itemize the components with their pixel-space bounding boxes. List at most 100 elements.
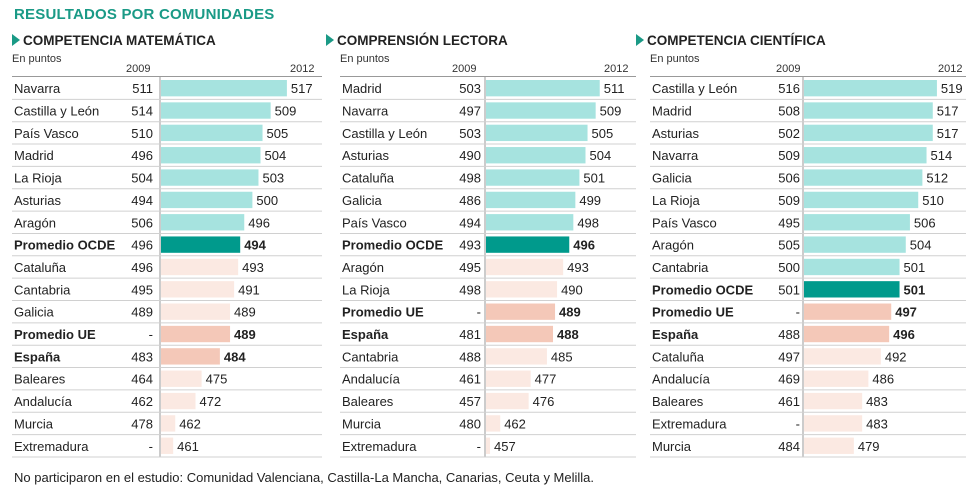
category-label: La Rioja [342, 282, 390, 297]
value-2009-label: 480 [459, 416, 481, 431]
category-label: Cantabria [342, 349, 399, 364]
value-2012-label: 517 [937, 104, 959, 119]
category-label: Andalucía [14, 394, 73, 409]
year-2009-label: 2009 [126, 63, 151, 75]
panel-cientifica: COMPETENCIA CIENTÍFICA En puntos 2009 20… [636, 33, 966, 463]
value-2012-label: 509 [275, 104, 297, 119]
value-2012-label: 517 [937, 126, 959, 141]
value-2012-label: 498 [577, 215, 599, 230]
value-2012-label: 504 [590, 148, 612, 163]
value-2012-label: 511 [604, 81, 625, 96]
value-2009-label: - [477, 439, 481, 454]
year-2012-label: 2012 [938, 63, 963, 75]
bar-2012 [161, 437, 174, 454]
bar-2012 [161, 415, 176, 432]
category-label: País Vasco [342, 215, 407, 230]
category-label: Murcia [652, 439, 692, 454]
bar-2012 [161, 102, 271, 119]
header-rule [340, 76, 636, 77]
units-label: En puntos [340, 53, 390, 65]
category-label: Cantabria [14, 282, 71, 297]
value-2009-label: - [796, 416, 800, 431]
value-2009-label: 486 [459, 193, 481, 208]
category-label: Castilla y León [342, 126, 427, 141]
category-label: Navarra [342, 104, 389, 119]
value-2009-label: 500 [778, 260, 800, 275]
value-2012-label: 514 [931, 148, 953, 163]
value-2009-label: 503 [459, 126, 481, 141]
category-label: Baleares [14, 372, 66, 387]
bar-2012 [486, 124, 588, 142]
value-2009-label: 504 [131, 171, 153, 186]
category-label: Galicia [652, 171, 693, 186]
panel-title-text: COMPETENCIA CIENTÍFICA [647, 33, 826, 48]
value-2009-label: 483 [131, 349, 153, 364]
value-2009-label: 461 [778, 394, 800, 409]
value-2009-label: 511 [132, 81, 153, 96]
category-label: Extremadura [14, 439, 89, 454]
value-2012-label: 493 [567, 260, 589, 275]
bar-2012 [804, 281, 900, 298]
value-2009-label: 495 [459, 260, 481, 275]
bar-2012 [486, 370, 531, 387]
value-2012-label: 506 [914, 215, 936, 230]
value-2012-label: 462 [179, 416, 201, 431]
category-label: Castilla y León [652, 81, 737, 96]
value-2009-label: 509 [778, 193, 800, 208]
panel-title-text: COMPRENSIÓN LECTORA [337, 33, 508, 48]
value-2009-label: 462 [131, 394, 153, 409]
value-2009-label: - [796, 305, 800, 320]
value-2009-label: 478 [131, 416, 153, 431]
value-2012-label: 483 [866, 394, 888, 409]
header-rule [650, 76, 966, 77]
bar-2012 [804, 147, 927, 164]
bar-2012 [804, 303, 892, 320]
bar-2012 [486, 258, 564, 276]
year-2009-label: 2009 [776, 63, 801, 75]
bar-2012 [161, 236, 241, 253]
value-2012-label: 490 [561, 282, 583, 297]
bar-chart-cientifica: Castilla y León 516 519 Madrid 508 517 Asturia… [650, 77, 966, 458]
year-2012-label: 2012 [604, 63, 629, 75]
value-2009-label: 488 [459, 349, 481, 364]
value-2009-label: 457 [459, 394, 481, 409]
footer-note: No participaron en el estudio: Comunidad… [14, 470, 595, 485]
category-label: Navarra [652, 148, 699, 163]
panel-title: COMPRENSIÓN LECTORA [326, 33, 508, 48]
category-label: Asturias [652, 126, 699, 141]
category-label: Promedio UE [14, 327, 96, 342]
value-2009-label: 494 [459, 215, 481, 230]
bar-2012 [161, 169, 259, 186]
category-label: Navarra [14, 81, 61, 96]
value-2009-label: 469 [778, 372, 800, 387]
bar-2012 [486, 281, 558, 298]
bar-2012 [486, 80, 600, 97]
bar-2012 [486, 437, 491, 454]
value-2009-label: 493 [459, 238, 481, 253]
value-2012-label: 476 [533, 394, 555, 409]
value-2009-label: 498 [459, 282, 481, 297]
bar-2012 [161, 348, 220, 365]
category-label: Andalucía [342, 372, 401, 387]
value-2012-label: 501 [904, 282, 926, 297]
bar-2012 [804, 80, 937, 97]
category-label: Promedio OCDE [14, 238, 115, 253]
year-2012-label: 2012 [290, 63, 315, 75]
value-2009-label: 464 [131, 372, 153, 387]
value-2012-label: 517 [291, 81, 313, 96]
category-label: Cataluña [14, 260, 67, 275]
category-label: Galicia [14, 305, 55, 320]
value-2012-label: 505 [592, 126, 614, 141]
value-2009-label: 508 [778, 104, 800, 119]
value-2009-label: 509 [778, 148, 800, 163]
value-2012-label: 501 [583, 171, 605, 186]
panel-title-text: COMPETENCIA MATEMÁTICA [23, 33, 216, 48]
value-2012-label: 497 [895, 305, 917, 320]
value-2009-label: 501 [778, 282, 800, 297]
value-2012-label: 494 [244, 238, 266, 253]
category-label: Madrid [14, 148, 54, 163]
value-2009-label: 461 [459, 372, 481, 387]
bar-2012 [804, 124, 933, 142]
category-label: Promedio UE [652, 305, 734, 320]
category-label: Promedio OCDE [652, 282, 753, 297]
